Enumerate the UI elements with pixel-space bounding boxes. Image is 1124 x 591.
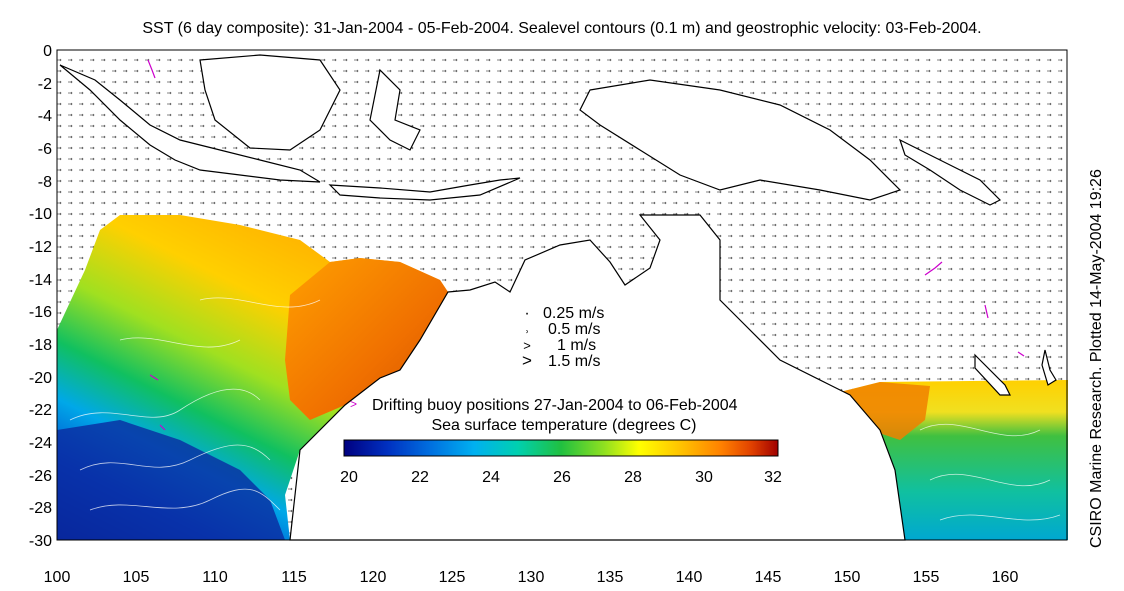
colorbar-tick-label: 20 [340,469,358,486]
x-tick-label: 160 [992,569,1019,586]
y-tick-label: -8 [38,174,52,191]
velocity-legend-label: 0.25 m/s [543,305,604,322]
velocity-legend: · 0.25 m/s ˒ 0.5 m/s > 1 m/s > 1.5 m/s [522,305,604,370]
sst-cool-zone [57,420,285,540]
sst-eastern-warm [840,382,930,440]
colorbar-gradient [343,439,779,457]
x-tick-label: 100 [44,569,71,586]
x-tick-label: 115 [281,569,307,586]
velocity-legend-label: 1.5 m/s [548,353,600,370]
colorbar-title: Sea surface temperature (degrees C) [431,417,696,434]
colorbar-tick-label: 24 [482,469,500,486]
x-tick-label: 110 [202,569,228,586]
y-tick-label: -16 [29,304,52,321]
x-tick-label: 155 [913,569,940,586]
y-tick-label: 0 [43,43,52,60]
land-masses [59,54,1057,541]
y-tick-label: -24 [29,435,52,452]
velocity-legend-symbol: > [523,338,531,353]
y-tick-label: -14 [29,272,52,289]
x-tick-label: 135 [597,569,624,586]
sst-warm-zone [285,258,448,420]
map-title: SST (6 day composite): 31-Jan-2004 - 05-… [142,20,982,37]
y-tick-label: -10 [29,206,52,223]
plot-frame [56,49,1068,541]
credit-text: CSIRO Marine Research. Plotted 14-May-20… [1088,169,1105,548]
x-tick-label: 125 [439,569,466,586]
y-tick-label: -26 [29,468,52,485]
buoy-legend-label: Drifting buoy positions 27-Jan-2004 to 0… [372,397,738,414]
x-tick-label: 120 [360,569,387,586]
sealevel-contours [69,297,1061,521]
colorbar-tick-label: 26 [553,469,571,486]
colorbar-tick-label: 22 [411,469,429,486]
y-tick-label: -30 [29,533,52,550]
velocity-legend-symbol: · [524,305,529,322]
velocity-legend-label: 1 m/s [557,337,596,354]
colorbar-tick-label: 32 [764,469,782,486]
colorbar-tick-label: 30 [695,469,713,486]
x-tick-label: 145 [755,569,782,586]
y-tick-label: -28 [29,500,52,517]
x-tick-label: 130 [518,569,545,586]
velocity-legend-symbol: ˒ [524,321,529,338]
y-tick-label: -2 [38,76,52,93]
buoy-legend: > Drifting buoy positions 27-Jan-2004 to… [350,397,738,414]
x-axis: 100 105 110 115 120 125 130 135 140 145 … [44,569,1019,586]
y-tick-label: -4 [38,108,52,125]
velocity-legend-label: 0.5 m/s [548,321,600,338]
buoy-markers [147,59,1025,431]
y-tick-label: -20 [29,370,52,387]
y-tick-label: -6 [38,141,52,158]
x-tick-label: 150 [834,569,861,586]
y-tick-label: -22 [29,402,52,419]
buoy-legend-symbol: > [350,397,357,411]
velocity-legend-symbol: > [522,351,532,370]
y-tick-label: -18 [29,337,52,354]
colorbar-tick-label: 28 [624,469,642,486]
y-tick-label: -12 [29,239,52,256]
x-tick-label: 105 [123,569,150,586]
x-tick-label: 140 [676,569,703,586]
y-axis: 0 -2 -4 -6 -8 -10 -12 -14 -16 -18 -20 -2… [29,43,52,550]
colorbar: Sea surface temperature (degrees C) 20 2… [340,417,782,486]
